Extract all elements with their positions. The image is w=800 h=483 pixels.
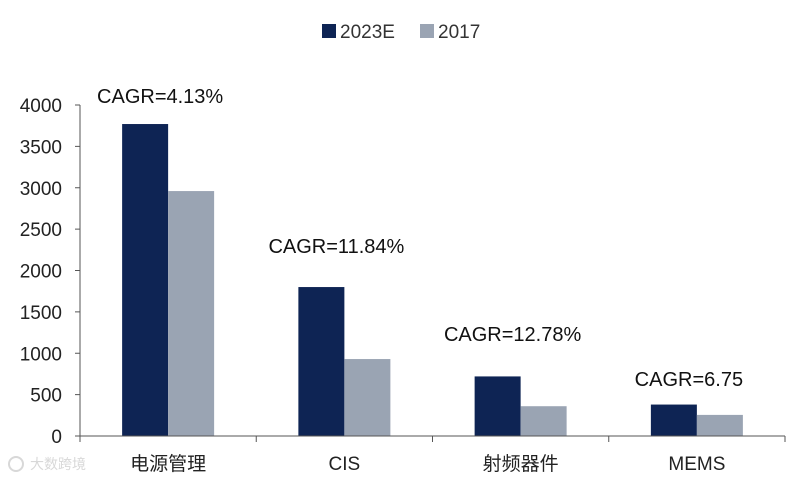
cagr-label: CAGR=12.78% bbox=[444, 324, 582, 346]
bar-2017-2 bbox=[344, 359, 391, 436]
y-axis: 0 500 1000 1500 2000 2500 3000 3500 4000 bbox=[20, 96, 81, 448]
y-tick-label: 4000 bbox=[20, 96, 62, 117]
legend: 2023E 2017 bbox=[322, 22, 480, 43]
x-category-label: 电源管理 bbox=[130, 453, 206, 475]
y-tick-label: 3000 bbox=[20, 179, 62, 200]
y-tick-label: 2000 bbox=[20, 262, 62, 283]
bar-2023e-4 bbox=[650, 404, 697, 436]
watermark: 大数跨境 bbox=[8, 456, 86, 472]
cagr-annotations: CAGR=4.13% CAGR=11.84% CAGR=12.78% CAGR=6.7… bbox=[97, 86, 743, 391]
x-category-label: 射频器件 bbox=[483, 453, 559, 475]
bar-2023e-3 bbox=[474, 376, 521, 436]
y-tick-label: 3500 bbox=[20, 137, 62, 158]
bar-2023e-1 bbox=[122, 124, 169, 436]
x-axis: 电源管理 CIS 射频器件 MEMS bbox=[79, 435, 786, 475]
legend-swatch-2023e bbox=[322, 24, 336, 38]
watermark-logo-icon bbox=[8, 456, 24, 472]
bars bbox=[122, 124, 743, 436]
watermark-text: 大数跨境 bbox=[30, 456, 86, 472]
legend-label-2017: 2017 bbox=[438, 22, 480, 43]
x-category-label: MEMS bbox=[668, 454, 725, 475]
bar-2017-3 bbox=[520, 406, 567, 436]
legend-swatch-2017 bbox=[420, 24, 434, 38]
y-tick-label: 0 bbox=[51, 427, 62, 448]
cagr-label: CAGR=6.75 bbox=[635, 369, 743, 391]
y-tick-label: 1500 bbox=[20, 303, 62, 324]
bar-2023e-2 bbox=[298, 287, 345, 436]
y-tick-label: 2500 bbox=[20, 220, 62, 241]
cagr-label: CAGR=4.13% bbox=[97, 86, 223, 108]
bar-2017-4 bbox=[696, 414, 743, 436]
y-tick-label: 500 bbox=[30, 386, 62, 407]
x-category-label: CIS bbox=[329, 454, 361, 475]
y-tick-label: 1000 bbox=[20, 344, 62, 365]
cagr-label: CAGR=11.84% bbox=[268, 236, 404, 258]
bar-2017-1 bbox=[168, 191, 215, 436]
legend-label-2023e: 2023E bbox=[340, 22, 395, 43]
